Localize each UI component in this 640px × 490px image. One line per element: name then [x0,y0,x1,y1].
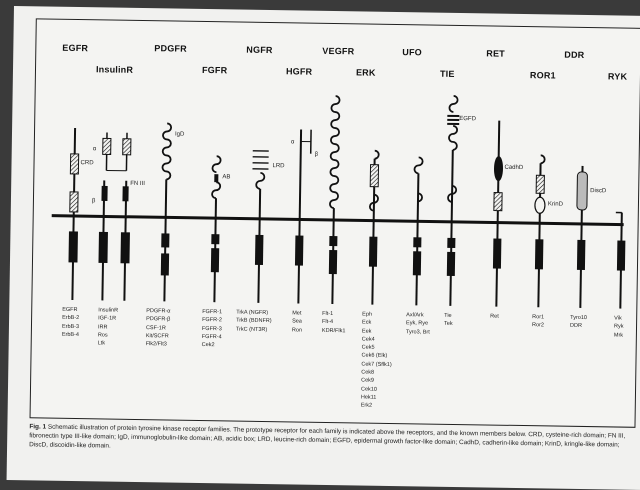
ab-domain-label: AB [222,174,230,180]
figure-frame: EGFR InsulinR PDGFR FGFR NGFR HGFR VEGFR… [30,18,640,427]
member-item: Vik [614,314,624,322]
lrd-domain-label: LRD [272,163,284,169]
member-item: Ryk [614,323,624,331]
hgfr-alpha-label: α [291,139,295,145]
crd-domain-label: CRD [80,160,93,166]
egfd-domain-label: EGFD [459,116,476,122]
cadhd-domain-label: CadhD [504,165,523,171]
member-item: FGFR-3 [202,325,222,334]
receptor-vegfr [328,96,339,304]
receptor-ngfr [250,151,268,303]
member-item: Ros [98,331,118,340]
member-item: ErbB-3 [62,322,79,331]
hgfr-beta-label: β [315,152,319,158]
receptor-egfr [68,128,79,300]
caption-title: Fig. 1 [29,423,46,430]
member-item: Eck [362,319,392,328]
member-item: Eek [362,327,392,336]
member-item: Ret [490,313,499,321]
member-item: Cek9 [361,377,391,386]
receptor-diagram [31,19,640,426]
member-item: ErbB-4 [62,331,79,340]
member-item: Ron [292,326,302,334]
ufo-members: Axl/Ark Eyk, Rye Tyro3, Brt [406,311,430,336]
member-item: Flk2/Flt3 [146,340,170,349]
member-item: Flt-4 [322,318,346,327]
member-item: InsulinR [98,306,118,315]
member-item: TrkC (NT3R) [236,325,272,334]
member-item: FGFR-4 [202,333,222,342]
member-item: Erk2 [361,402,391,411]
receptor-ryk [614,212,626,308]
ryk-members: Vik Ryk Mrk [614,314,624,339]
erk-members: Eph Eck Eek Cek4 Cek5 Cek6 (Elk) Cek7 (S… [361,311,393,411]
member-item: PDGFR-β [146,315,170,324]
receptor-ddr [575,166,587,308]
member-item: Tyro10 [570,314,587,323]
receptor-fgfr [210,156,220,302]
figure-caption: Fig. 1 Schematic illustration of protein… [29,422,633,458]
member-item: Met [292,309,302,317]
member-item: Sea [292,318,302,326]
receptor-ret [492,121,503,307]
vegfr-members: Flt-1 Flt-4 KDR/Flk1 [322,310,346,335]
pdgfr-members: PDGFR-α PDGFR-β CSF-1R Kit/SCFR Flk2/Flt… [146,307,171,349]
receptor-erk [368,151,378,305]
member-item: Ltk [98,340,118,349]
ret-members: Ret [490,313,499,321]
receptor-ror1 [533,155,545,307]
member-item: Ror1 [532,313,544,321]
member-item: CSF-1R [146,324,170,333]
member-item: Ror2 [532,321,544,329]
ror1-members: Ror1 Ror2 [532,313,544,330]
member-item: Cek6 (Elk) [361,352,391,361]
member-item: TrkB (BDNFR) [236,317,272,326]
member-item: FGFR-2 [202,316,222,325]
receptor-ufo [412,157,422,305]
member-item: IGF-1R [98,315,118,324]
fgfr-members: FGFR-1 FGFR-2 FGFR-3 FGFR-4 Cek2 [202,308,223,350]
member-item: Cek2 [202,341,222,350]
beta-label: β [92,198,96,204]
member-item: KDR/Flk1 [322,326,346,335]
discd-domain-label: DiscD [590,188,606,194]
member-item: FGFR-1 [202,308,222,317]
figure-page: EGFR InsulinR PDGFR FGFR NGFR HGFR VEGFR… [7,6,640,490]
ngfr-members: TrkA (NGFR) TrkB (BDNFR) TrkC (NT3R) [236,309,272,334]
receptor-tie [444,96,459,306]
hgfr-members: Met Sea Ron [292,309,302,334]
member-item: DDR [570,322,587,331]
member-item: EGFR [62,306,79,315]
igd-domain-label: IgD [175,132,184,138]
egfr-members: EGFR ErbB-2 ErbB-3 ErbB-4 [62,306,80,339]
alpha-label: α [93,146,97,152]
receptor-pdgfr [160,123,171,301]
insulinr-members: InsulinR IGF-1R IRR Ros Ltk [98,306,119,348]
fn3-domain-label: FN III [130,181,145,187]
member-item: Tie [444,312,453,320]
member-item: ErbB-2 [62,314,79,323]
member-item: IRR [98,323,118,332]
member-item: Tyro3, Brt [406,328,430,337]
member-item: Eyk, Rye [406,319,430,328]
krind-domain-label: KrinD [548,201,563,207]
receptor-hgfr [294,129,311,303]
member-item: Tek [444,320,453,328]
ddr-members: Tyro10 DDR [570,314,587,331]
tie-members: Tie Tek [444,312,453,329]
member-item: Mrk [614,331,624,339]
caption-text: Schematic illustration of protein tyrosi… [29,424,625,450]
cell-membrane [52,216,624,225]
